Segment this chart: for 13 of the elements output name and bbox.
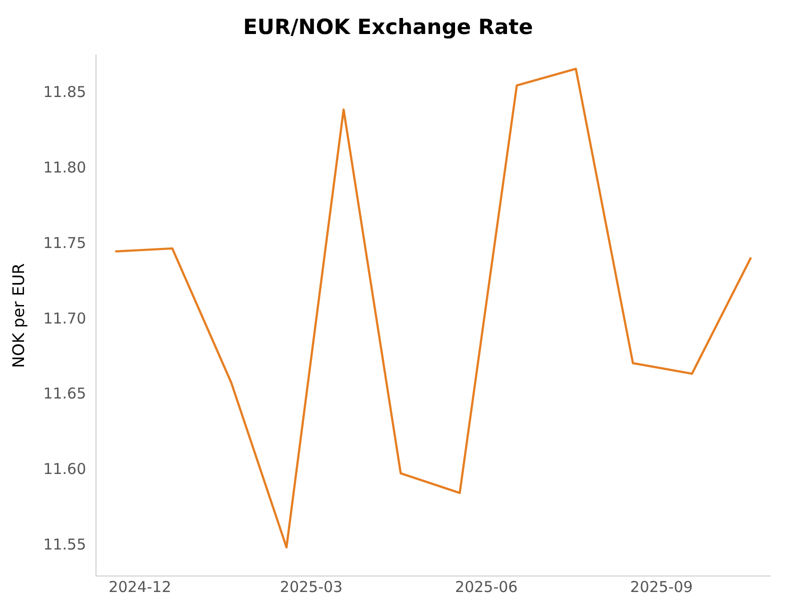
y-tick-label: 11.70	[43, 309, 86, 328]
chart-title: EUR/NOK Exchange Rate	[243, 15, 533, 40]
y-tick-label: 11.85	[43, 82, 86, 101]
x-tick-label: 2025-03	[280, 578, 343, 596]
y-axis-title: NOK per EUR	[8, 263, 28, 368]
y-tick-label: 11.80	[43, 158, 86, 176]
y-tick-label: 11.55	[43, 536, 86, 554]
y-tick-label: 11.65	[43, 384, 86, 403]
x-tick-label: 2024-12	[108, 578, 172, 596]
x-tick-label: 2025-09	[630, 578, 693, 596]
y-tick-label: 11.75	[43, 234, 86, 252]
y-tick-label: 11.60	[43, 460, 86, 478]
x-tick-label: 2025-06	[455, 578, 518, 596]
